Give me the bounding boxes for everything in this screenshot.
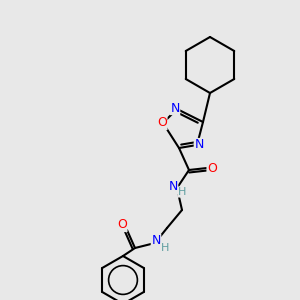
Text: O: O — [207, 161, 217, 175]
Text: H: H — [178, 187, 186, 197]
Text: N: N — [168, 181, 178, 194]
Text: N: N — [194, 139, 204, 152]
Text: N: N — [170, 101, 180, 115]
Text: O: O — [157, 116, 167, 130]
Text: H: H — [161, 243, 169, 253]
Text: O: O — [117, 218, 127, 232]
Text: N: N — [151, 235, 161, 248]
